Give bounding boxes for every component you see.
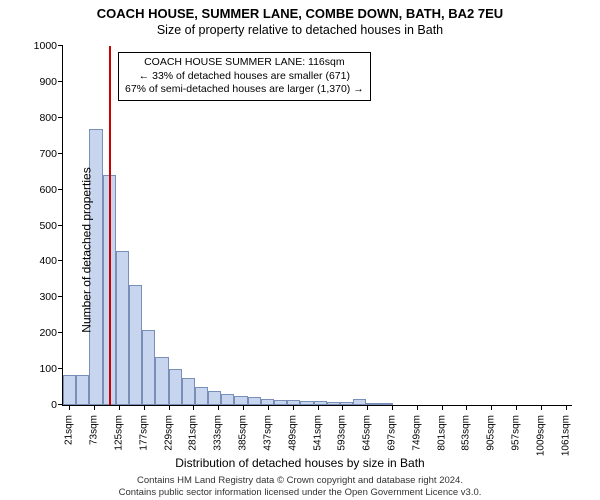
histogram-bar — [234, 396, 247, 405]
x-tick-mark — [218, 405, 219, 410]
y-tick-label: 800 — [39, 112, 63, 124]
histogram-bar — [248, 397, 261, 405]
y-tick-mark — [58, 189, 63, 190]
histogram-bar — [169, 369, 182, 405]
x-tick-mark — [243, 405, 244, 410]
x-tick-label: 489sqm — [287, 411, 298, 451]
x-tick-mark — [169, 405, 170, 410]
y-tick-mark — [58, 45, 63, 46]
y-tick-mark — [58, 153, 63, 154]
x-axis-label: Distribution of detached houses by size … — [0, 456, 600, 470]
histogram-bar — [195, 387, 208, 405]
histogram-bar — [129, 285, 142, 405]
x-tick-label: 593sqm — [337, 411, 348, 451]
property-marker-line — [109, 46, 111, 405]
x-tick-label: 749sqm — [411, 411, 422, 451]
y-tick-mark — [58, 296, 63, 297]
y-tick-label: 400 — [39, 255, 63, 267]
x-tick-label: 1061sqm — [560, 411, 571, 456]
y-tick-label: 300 — [39, 291, 63, 303]
y-tick-label: 500 — [39, 220, 63, 232]
x-tick-label: 853sqm — [461, 411, 472, 451]
y-tick-label: 200 — [39, 327, 63, 339]
x-tick-mark — [318, 405, 319, 410]
y-tick-label: 900 — [39, 76, 63, 88]
y-tick-mark — [58, 332, 63, 333]
histogram-bar — [76, 375, 89, 406]
x-tick-mark — [442, 405, 443, 410]
x-tick-mark — [417, 405, 418, 410]
x-tick-mark — [466, 405, 467, 410]
histogram-bar — [116, 251, 129, 405]
y-tick-label: 600 — [39, 184, 63, 196]
x-tick-label: 801sqm — [436, 411, 447, 451]
x-tick-mark — [193, 405, 194, 410]
x-tick-label: 541sqm — [312, 411, 323, 451]
y-tick-mark — [58, 225, 63, 226]
x-tick-label: 437sqm — [262, 411, 273, 451]
y-tick-mark — [58, 260, 63, 261]
x-tick-label: 1009sqm — [535, 411, 546, 456]
histogram-bar — [182, 378, 195, 405]
x-tick-mark — [516, 405, 517, 410]
footer: Contains HM Land Registry data © Crown c… — [0, 475, 600, 498]
histogram-bar — [142, 330, 155, 405]
x-tick-mark — [342, 405, 343, 410]
x-tick-mark — [293, 405, 294, 410]
x-tick-label: 21sqm — [64, 411, 75, 445]
x-tick-label: 281sqm — [188, 411, 199, 451]
annotation-line3: 67% of semi-detached houses are larger (… — [125, 83, 364, 97]
x-tick-mark — [268, 405, 269, 410]
x-tick-mark — [94, 405, 95, 410]
x-tick-label: 229sqm — [163, 411, 174, 451]
x-tick-label: 905sqm — [486, 411, 497, 451]
y-tick-mark — [58, 81, 63, 82]
x-tick-mark — [541, 405, 542, 410]
x-tick-mark — [144, 405, 145, 410]
histogram-bar — [155, 357, 168, 405]
y-tick-label: 100 — [39, 363, 63, 375]
x-tick-label: 125sqm — [113, 411, 124, 451]
y-tick-mark — [58, 117, 63, 118]
x-tick-label: 385sqm — [238, 411, 249, 451]
footer-line1: Contains HM Land Registry data © Crown c… — [0, 475, 600, 486]
histogram-bar — [208, 391, 221, 405]
y-axis-label: Number of detached properties — [80, 167, 94, 332]
histogram-bar — [221, 394, 234, 405]
chart-area: 01002003004005006007008009001000 21sqm73… — [62, 46, 572, 406]
x-tick-mark — [69, 405, 70, 410]
histogram-bar — [63, 375, 76, 406]
x-tick-label: 73sqm — [89, 411, 100, 445]
x-tick-mark — [491, 405, 492, 410]
x-tick-mark — [392, 405, 393, 410]
x-tick-label: 177sqm — [138, 411, 149, 451]
x-tick-mark — [119, 405, 120, 410]
title-sub: Size of property relative to detached ho… — [0, 21, 600, 41]
x-tick-label: 645sqm — [362, 411, 373, 451]
annotation-box: COACH HOUSE SUMMER LANE: 116sqm ← 33% of… — [118, 52, 371, 101]
y-tick-label: 0 — [51, 399, 63, 411]
y-tick-label: 700 — [39, 148, 63, 160]
y-tick-mark — [58, 368, 63, 369]
x-tick-mark — [367, 405, 368, 410]
annotation-line1: COACH HOUSE SUMMER LANE: 116sqm — [125, 56, 364, 70]
footer-line2: Contains public sector information licen… — [0, 487, 600, 498]
x-tick-mark — [566, 405, 567, 410]
annotation-line2: ← 33% of detached houses are smaller (67… — [125, 70, 364, 84]
title-main: COACH HOUSE, SUMMER LANE, COMBE DOWN, BA… — [0, 0, 600, 21]
x-tick-label: 957sqm — [511, 411, 522, 451]
y-tick-label: 1000 — [34, 40, 63, 52]
x-tick-label: 333sqm — [213, 411, 224, 451]
x-tick-label: 697sqm — [386, 411, 397, 451]
